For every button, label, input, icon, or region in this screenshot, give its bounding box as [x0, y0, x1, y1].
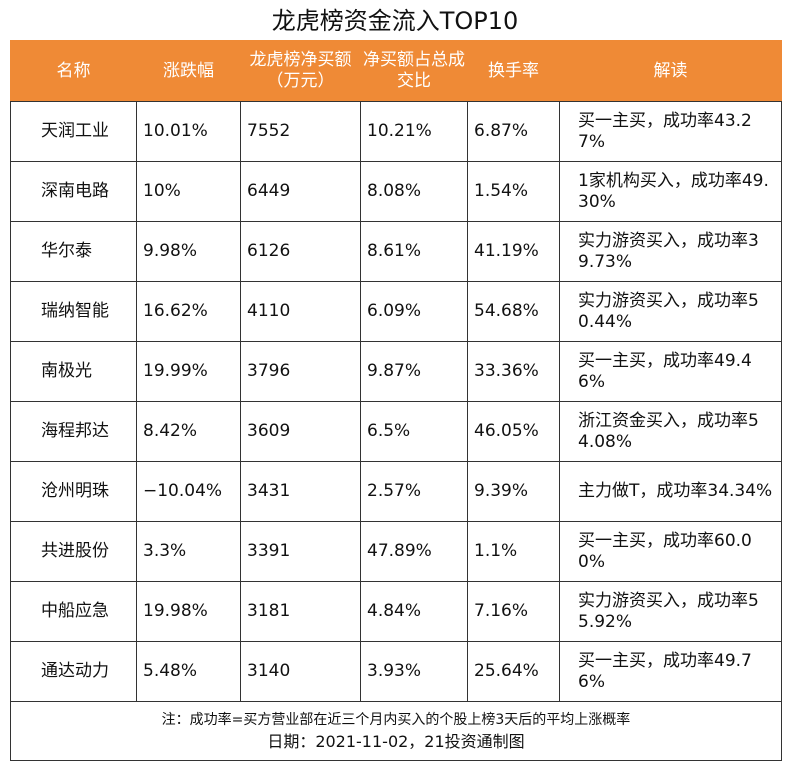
cell-ratio: 6.09% — [360, 281, 468, 342]
cell-note: 买一主买，成功率60.00% — [559, 521, 782, 582]
cell-change: 9.98% — [136, 221, 241, 282]
cell-ratio: 47.89% — [360, 521, 468, 582]
table-row: 共进股份 3.3% 3391 47.89% 1.1% 买一主买，成功率60.00% — [10, 521, 782, 582]
cell-ratio: 3.93% — [360, 641, 468, 702]
cell-name: 天润工业 — [10, 101, 137, 162]
cell-change: 10.01% — [136, 101, 241, 162]
table-row: 瑞纳智能 16.62% 4110 6.09% 54.68% 实力游资买入，成功率50.44… — [10, 281, 782, 342]
table-body: 天润工业 10.01% 7552 10.21% 6.87% 买一主买，成功率43.27% 深… — [10, 101, 782, 702]
cell-net-buy: 6126 — [240, 221, 361, 282]
table-footer: 注：成功率=买方营业部在近三个月内买入的个股上榜3天后的平均上涨概率 日期：20… — [10, 701, 782, 761]
table-row: 通达动力 5.48% 3140 3.93% 25.64% 买一主买，成功率49.76% — [10, 641, 782, 702]
table-header-row: 名称 涨跌幅 龙虎榜净买额（万元） 净买额占总成交比 换手率 解读 — [10, 40, 782, 102]
header-turnover: 换手率 — [467, 40, 560, 102]
header-net-buy: 龙虎榜净买额（万元） — [240, 40, 361, 102]
cell-ratio: 9.87% — [360, 341, 468, 402]
cell-ratio: 2.57% — [360, 461, 468, 522]
cell-net-buy: 6449 — [240, 161, 361, 222]
cell-note: 实力游资买入，成功率39.73% — [559, 221, 782, 282]
dragon-tiger-table: 名称 涨跌幅 龙虎榜净买额（万元） 净买额占总成交比 换手率 解读 天润工业 10… — [10, 40, 782, 761]
page-title: 龙虎榜资金流入TOP10 — [271, 7, 519, 35]
cell-turnover: 25.64% — [467, 641, 560, 702]
cell-turnover: 41.19% — [467, 221, 560, 282]
cell-ratio: 10.21% — [360, 101, 468, 162]
cell-change: 8.42% — [136, 401, 241, 462]
cell-net-buy: 3431 — [240, 461, 361, 522]
table-footer-row: 注：成功率=买方营业部在近三个月内买入的个股上榜3天后的平均上涨概率 日期：20… — [10, 701, 782, 761]
cell-name: 共进股份 — [10, 521, 137, 582]
cell-change: 10% — [136, 161, 241, 222]
table-row: 沧州明珠 −10.04% 3431 2.57% 9.39% 主力做T，成功率34.34% — [10, 461, 782, 522]
cell-note: 浙江资金买入，成功率54.08% — [559, 401, 782, 462]
header-name: 名称 — [10, 40, 137, 102]
cell-net-buy: 3796 — [240, 341, 361, 402]
cell-turnover: 33.36% — [467, 341, 560, 402]
cell-turnover: 54.68% — [467, 281, 560, 342]
cell-note: 主力做T，成功率34.34% — [559, 461, 782, 522]
table-row: 深南电路 10% 6449 8.08% 1.54% 1家机构买入，成功率49.30% — [10, 161, 782, 222]
table-row: 海程邦达 8.42% 3609 6.5% 46.05% 浙江资金买入，成功率54.08% — [10, 401, 782, 462]
cell-change: 19.98% — [136, 581, 241, 642]
cell-net-buy: 7552 — [240, 101, 361, 162]
footnote: 注：成功率=买方营业部在近三个月内买入的个股上榜3天后的平均上涨概率 — [161, 712, 631, 728]
header-note: 解读 — [559, 40, 782, 102]
header-ratio: 净买额占总成交比 — [360, 40, 468, 102]
cell-note: 实力游资买入，成功率50.44% — [559, 281, 782, 342]
cell-ratio: 6.5% — [360, 401, 468, 462]
cell-turnover: 46.05% — [467, 401, 560, 462]
cell-turnover: 7.16% — [467, 581, 560, 642]
cell-net-buy: 3391 — [240, 521, 361, 582]
cell-change: 5.48% — [136, 641, 241, 702]
cell-name: 深南电路 — [10, 161, 137, 222]
cell-name: 瑞纳智能 — [10, 281, 137, 342]
cell-name: 海程邦达 — [10, 401, 137, 462]
cell-note: 买一主买，成功率43.27% — [559, 101, 782, 162]
cell-net-buy: 3609 — [240, 401, 361, 462]
cell-name: 通达动力 — [10, 641, 137, 702]
cell-ratio: 4.84% — [360, 581, 468, 642]
cell-change: 19.99% — [136, 341, 241, 402]
cell-turnover: 1.1% — [467, 521, 560, 582]
cell-turnover: 1.54% — [467, 161, 560, 222]
cell-net-buy: 4110 — [240, 281, 361, 342]
table-row: 华尔泰 9.98% 6126 8.61% 41.19% 实力游资买入，成功率39.73% — [10, 221, 782, 282]
cell-note: 买一主买，成功率49.76% — [559, 641, 782, 702]
cell-ratio: 8.61% — [360, 221, 468, 282]
cell-net-buy: 3140 — [240, 641, 361, 702]
cell-change: 16.62% — [136, 281, 241, 342]
cell-turnover: 9.39% — [467, 461, 560, 522]
cell-change: −10.04% — [136, 461, 241, 522]
cell-ratio: 8.08% — [360, 161, 468, 222]
cell-name: 中船应急 — [10, 581, 137, 642]
cell-turnover: 6.87% — [467, 101, 560, 162]
cell-note: 实力游资买入，成功率55.92% — [559, 581, 782, 642]
table-row: 天润工业 10.01% 7552 10.21% 6.87% 买一主买，成功率43.27% — [10, 101, 782, 162]
cell-name: 华尔泰 — [10, 221, 137, 282]
table-row: 南极光 19.99% 3796 9.87% 33.36% 买一主买，成功率49.46% — [10, 341, 782, 402]
cell-net-buy: 3181 — [240, 581, 361, 642]
date-line: 日期：2021-11-02，21投资通制图 — [267, 732, 525, 751]
header-change: 涨跌幅 — [136, 40, 241, 102]
cell-note: 买一主买，成功率49.46% — [559, 341, 782, 402]
cell-name: 沧州明珠 — [10, 461, 137, 522]
cell-change: 3.3% — [136, 521, 241, 582]
cell-note: 1家机构买入，成功率49.30% — [559, 161, 782, 222]
cell-name: 南极光 — [10, 341, 137, 402]
table-row: 中船应急 19.98% 3181 4.84% 7.16% 实力游资买入，成功率55.92% — [10, 581, 782, 642]
